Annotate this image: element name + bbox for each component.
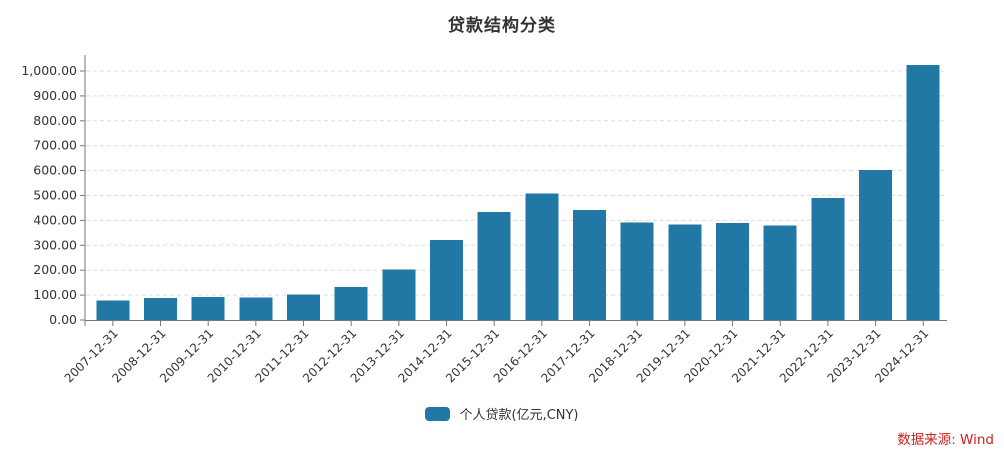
- bar-2018-12-31[interactable]: [620, 222, 654, 320]
- bar-2020-12-31[interactable]: [716, 222, 750, 320]
- bar-2016-12-31[interactable]: [525, 193, 559, 320]
- bar-2022-12-31[interactable]: [811, 197, 845, 320]
- bar-2015-12-31[interactable]: [477, 211, 511, 320]
- bar-2011-12-31[interactable]: [287, 294, 321, 320]
- y-axis-label: 600.00: [33, 163, 77, 178]
- y-axis-label: 1,000.00: [21, 63, 77, 78]
- bar-2008-12-31[interactable]: [144, 298, 178, 320]
- y-axis-label: 0.00: [49, 312, 77, 327]
- bar-2021-12-31[interactable]: [763, 225, 797, 320]
- y-axis-label: 400.00: [33, 212, 77, 227]
- bar-2014-12-31[interactable]: [430, 240, 464, 320]
- y-axis-label: 700.00: [33, 138, 77, 153]
- bar-2012-12-31[interactable]: [334, 286, 368, 320]
- bar-chart-plot-area: 0.00 100.00 200.00 300.00 400.00 500.00 600.00…: [21, 55, 947, 385]
- legend[interactable]: 个人贷款(亿元,CNY): [0, 404, 1004, 423]
- data-source-note: 数据来源: Wind: [897, 432, 994, 448]
- y-axis-label: 500.00: [33, 188, 77, 203]
- y-axis-label: 100.00: [33, 287, 77, 302]
- bar-2017-12-31[interactable]: [573, 209, 607, 320]
- bar-2023-12-31[interactable]: [859, 169, 893, 320]
- y-axis-label: 800.00: [33, 113, 77, 128]
- legend-swatch-icon: [425, 406, 451, 421]
- legend-label: 个人贷款(亿元,CNY): [459, 408, 579, 423]
- bar-2019-12-31[interactable]: [668, 224, 702, 320]
- bar-2007-12-31[interactable]: [96, 300, 130, 320]
- y-axis-label: 900.00: [33, 88, 77, 103]
- bar-2024-12-31[interactable]: [906, 64, 940, 321]
- bar-2009-12-31[interactable]: [191, 296, 225, 320]
- chart-title: 贷款结构分类: [448, 16, 556, 36]
- bar-2010-12-31[interactable]: [239, 297, 273, 320]
- bar-2013-12-31[interactable]: [382, 269, 416, 320]
- y-axis-label: 300.00: [33, 237, 77, 252]
- y-axis-label: 200.00: [33, 262, 77, 277]
